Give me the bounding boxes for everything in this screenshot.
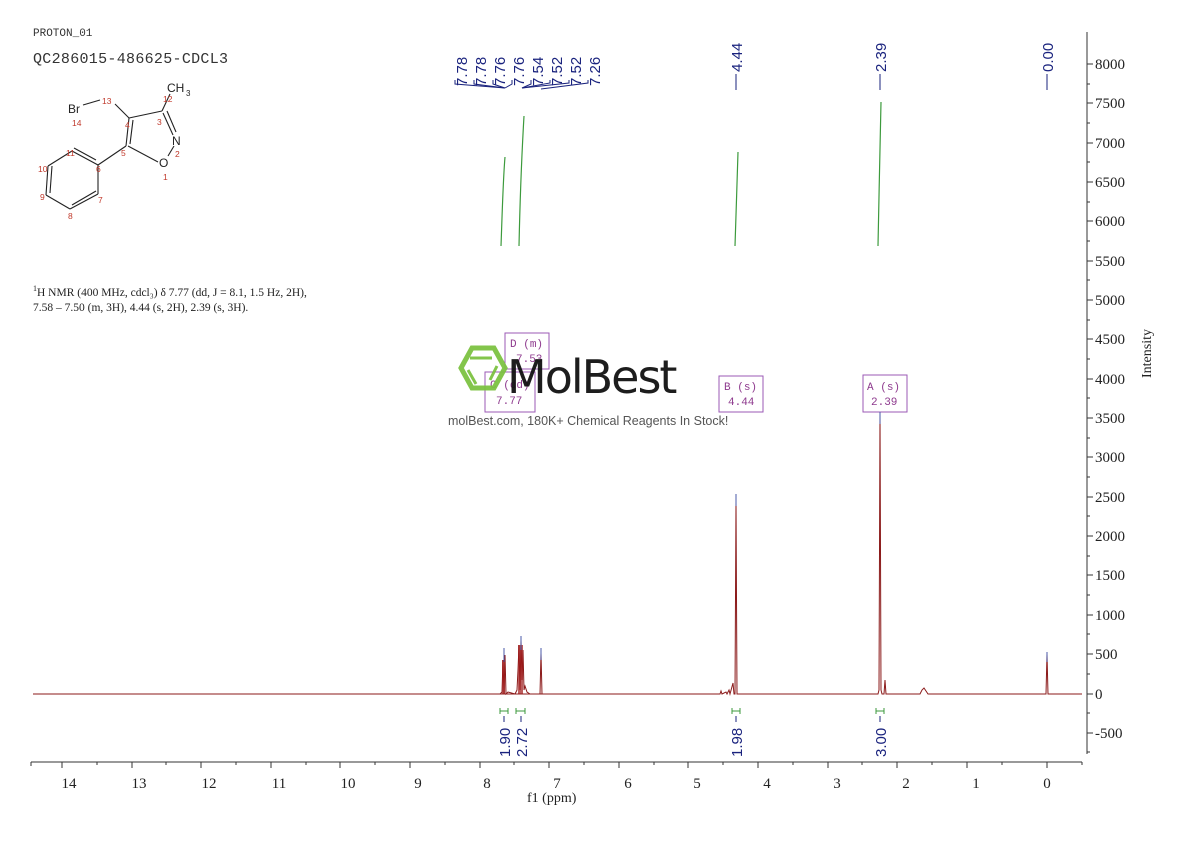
spectrum-trace — [33, 413, 1082, 696]
svg-text:4: 4 — [763, 776, 771, 792]
svg-text:3: 3 — [157, 117, 162, 127]
svg-text:5: 5 — [693, 776, 701, 792]
svg-text:5500: 5500 — [1095, 254, 1125, 270]
svg-text:A (s): A (s) — [867, 382, 900, 394]
svg-text:MolBest: MolBest — [507, 350, 676, 404]
svg-text:0: 0 — [1043, 776, 1051, 792]
svg-text:N: N — [172, 134, 181, 148]
svg-text:7500: 7500 — [1095, 96, 1125, 112]
svg-text:13: 13 — [102, 96, 112, 106]
svg-text:5000: 5000 — [1095, 293, 1125, 309]
svg-text:5: 5 — [121, 148, 126, 158]
svg-text:2.72: 2.72 — [514, 728, 531, 757]
peak-labels: 7.78 7.78 7.76 7.76 7.54 7.52 7.52 7.26 … — [454, 43, 1057, 86]
svg-text:O: O — [159, 156, 168, 170]
watermark-tagline: molBest.com, 180K+ Chemical Reagents In … — [448, 414, 729, 428]
integral-values: 1.90 2.72 1.98 3.00 — [497, 728, 890, 757]
svg-text:7.52: 7.52 — [568, 57, 585, 86]
svg-text:7: 7 — [553, 776, 561, 792]
svg-text:8000: 8000 — [1095, 57, 1125, 73]
svg-text:7.76: 7.76 — [511, 57, 528, 86]
svg-text:6: 6 — [96, 164, 101, 174]
svg-text:1: 1 — [972, 776, 980, 792]
x-axis — [30, 761, 1083, 768]
svg-text:14: 14 — [72, 118, 82, 128]
svg-text:D (m): D (m) — [510, 339, 543, 351]
x-axis-title: f1 (ppm) — [527, 791, 577, 806]
svg-text:10: 10 — [38, 164, 48, 174]
svg-text:7.52: 7.52 — [549, 57, 566, 86]
svg-text:2.39: 2.39 — [873, 43, 890, 72]
svg-text:2: 2 — [175, 149, 180, 159]
svg-text:9: 9 — [40, 192, 45, 202]
svg-text:0.00: 0.00 — [1040, 43, 1057, 72]
svg-text:6000: 6000 — [1095, 214, 1125, 230]
experiment-label: PROTON_01 — [33, 28, 93, 40]
svg-text:3.00: 3.00 — [873, 728, 890, 757]
svg-text:4.44: 4.44 — [728, 397, 755, 409]
svg-text:-500: -500 — [1095, 726, 1123, 742]
svg-text:1.90: 1.90 — [497, 728, 514, 757]
svg-text:12: 12 — [163, 94, 173, 104]
svg-text:CH: CH — [167, 81, 184, 95]
svg-text:2.39: 2.39 — [871, 397, 897, 409]
svg-text:11: 11 — [66, 148, 75, 158]
svg-text:7.26: 7.26 — [587, 57, 604, 86]
y-axis-title: Intensity — [1140, 329, 1155, 378]
nmr-description: 1H NMR (400 MHz, cdcl₃) δ 7.77 (dd, J = … — [33, 284, 307, 314]
svg-text:3: 3 — [833, 776, 841, 792]
integral-curves — [500, 101, 882, 247]
svg-text:1: 1 — [163, 172, 168, 182]
svg-text:3000: 3000 — [1095, 450, 1125, 466]
svg-text:7000: 7000 — [1095, 136, 1125, 152]
svg-text:0: 0 — [1095, 687, 1103, 703]
molecule-structure: Br CH 3 N O 1 2 3 4 5 6 7 8 9 10 11 12 1… — [38, 81, 191, 221]
svg-text:1000: 1000 — [1095, 608, 1125, 624]
y-tick-labels: 8000 7500 7000 6500 6000 5500 5000 4500 … — [1095, 57, 1125, 742]
svg-text:1.98: 1.98 — [729, 728, 746, 757]
svg-text:14: 14 — [62, 776, 78, 792]
x-tick-labels: 14 13 12 11 10 9 8 7 6 5 4 3 2 1 0 — [62, 776, 1051, 792]
svg-text:B (s): B (s) — [724, 382, 757, 394]
svg-text:7.78: 7.78 — [473, 57, 490, 86]
svg-text:12: 12 — [202, 776, 217, 792]
svg-text:4000: 4000 — [1095, 372, 1125, 388]
svg-text:Br: Br — [68, 102, 80, 116]
svg-text:2: 2 — [902, 776, 910, 792]
sample-title: QC286015-486625-CDCL3 — [33, 51, 229, 68]
svg-text:3500: 3500 — [1095, 411, 1125, 427]
svg-text:10: 10 — [341, 776, 356, 792]
svg-text:6: 6 — [624, 776, 632, 792]
svg-text:7.53: 7.53 — [516, 354, 542, 366]
svg-text:2000: 2000 — [1095, 529, 1125, 545]
svg-text:4.44: 4.44 — [729, 43, 746, 72]
y-axis — [1086, 32, 1093, 754]
molbest-logo: MolBest — [458, 345, 678, 404]
svg-text:6500: 6500 — [1095, 175, 1125, 191]
svg-text:9: 9 — [414, 776, 422, 792]
svg-text:11: 11 — [272, 776, 286, 792]
svg-text:1500: 1500 — [1095, 568, 1125, 584]
svg-text:4500: 4500 — [1095, 332, 1125, 348]
svg-text:7.78: 7.78 — [454, 57, 471, 86]
svg-text:2500: 2500 — [1095, 490, 1125, 506]
svg-text:8: 8 — [68, 211, 73, 221]
svg-text:7.76: 7.76 — [492, 57, 509, 86]
svg-text:7.77: 7.77 — [496, 396, 522, 408]
svg-text:13: 13 — [132, 776, 147, 792]
svg-text:3: 3 — [186, 89, 191, 98]
svg-text:7.54: 7.54 — [530, 57, 547, 86]
svg-text:4: 4 — [125, 120, 130, 130]
svg-text:8: 8 — [483, 776, 491, 792]
svg-text:7: 7 — [98, 195, 103, 205]
svg-text:500: 500 — [1095, 647, 1118, 663]
